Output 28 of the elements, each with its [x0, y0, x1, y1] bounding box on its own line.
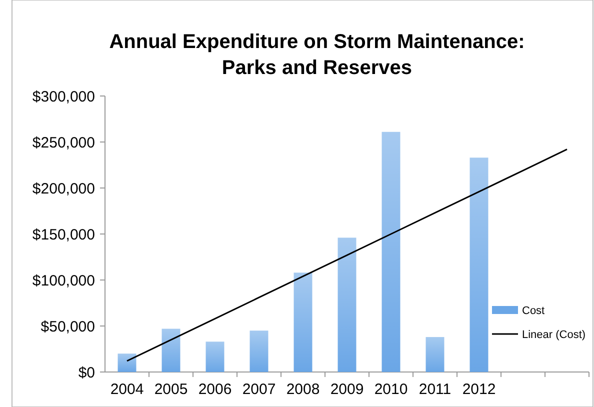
y-tick-label: $150,000 [32, 226, 95, 244]
legend-label: Linear (Cost) [522, 328, 586, 341]
bar [162, 328, 180, 372]
bar [470, 158, 488, 372]
x-tick-label: 2008 [286, 381, 320, 398]
y-tick-label: $200,000 [32, 180, 95, 198]
x-tick-label: 2006 [198, 381, 232, 398]
x-tick-label: 2004 [110, 381, 144, 398]
y-tick-label: $250,000 [32, 134, 95, 152]
bar [294, 272, 312, 372]
y-tick-label: $100,000 [32, 272, 95, 290]
y-tick-label: $50,000 [40, 318, 95, 336]
x-tick-label: 2012 [462, 381, 496, 398]
chart-title: Annual Expenditure on Storm Maintenance: Parks and Reserves [109, 31, 525, 79]
bar [426, 337, 444, 372]
x-tick-label: 2010 [374, 381, 408, 398]
y-tick-label: $0 [78, 364, 95, 382]
x-tick-label: 2007 [242, 381, 276, 398]
bar [206, 342, 224, 372]
y-tick-label: $300,000 [32, 88, 95, 106]
x-tick-label: 2011 [418, 381, 452, 398]
bar [338, 238, 356, 372]
legend-label: Cost [522, 304, 545, 317]
bar [250, 330, 268, 372]
bar [118, 354, 136, 372]
x-tick-label: 2005 [154, 381, 188, 398]
x-tick-label: 2009 [330, 381, 364, 398]
bar [382, 132, 400, 372]
